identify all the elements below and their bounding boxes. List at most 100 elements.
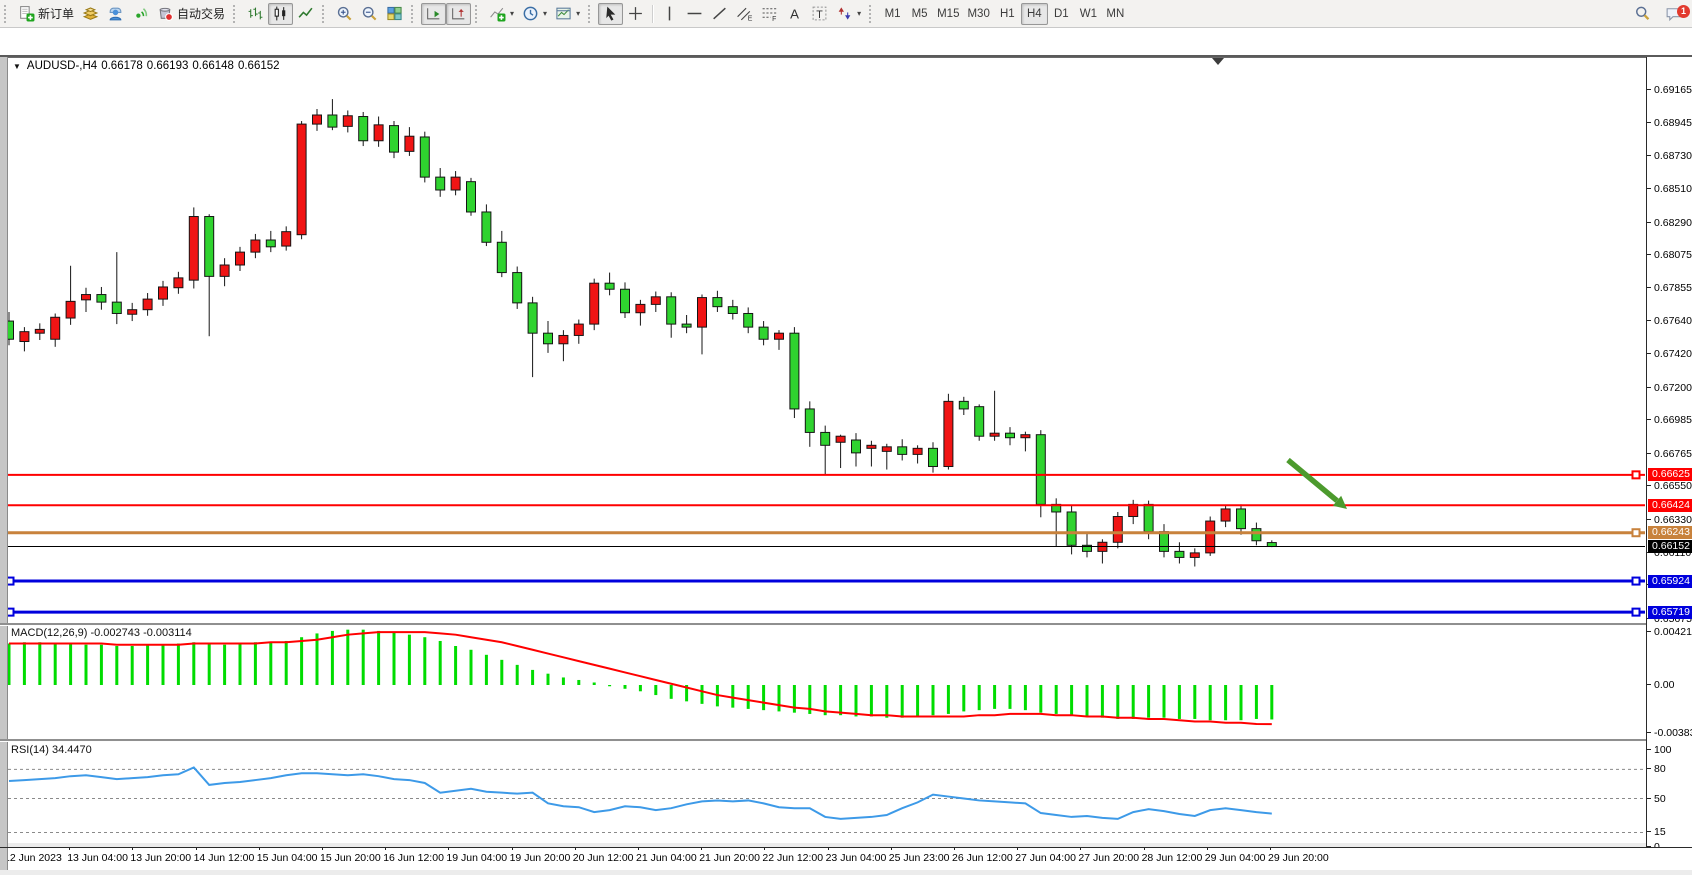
chevron-down-icon[interactable]: ▾ [576, 9, 581, 18]
community-button[interactable] [103, 3, 128, 25]
text-button[interactable]: A [782, 3, 807, 25]
auto-trading-button[interactable]: 自动交易 [153, 3, 229, 25]
candlesticks [4, 99, 1277, 567]
chart-shift-marker[interactable] [1212, 58, 1224, 65]
time-tick-label: 21 Jun 04:00 [636, 852, 697, 864]
trendline-button[interactable] [707, 3, 732, 25]
trend-arrow-annotation[interactable] [1286, 457, 1347, 509]
equidistant-channel-button[interactable]: E [732, 3, 757, 25]
line-chart-button[interactable] [293, 3, 318, 25]
low-value: 0.66148 [192, 60, 234, 72]
price-level-badge: 0.66625 [1648, 468, 1692, 482]
window-splitter[interactable] [0, 55, 1692, 57]
pane-splitter-rsi[interactable] [0, 739, 1646, 742]
toolbar-grip[interactable] [4, 4, 9, 23]
community-icon [107, 5, 124, 22]
price-level-badge: 0.66424 [1648, 498, 1692, 512]
line-drag-handle[interactable] [1631, 470, 1641, 480]
equidistant-channel-icon: E [736, 5, 753, 22]
toolbar-grip[interactable] [233, 4, 238, 23]
templates-icon [555, 5, 572, 22]
rsi-tick: 15 [1647, 826, 1692, 838]
tile-windows-button[interactable] [382, 3, 407, 25]
macd-zero-tick: 0.00 [1647, 679, 1692, 691]
tf-mn-button-label: MN [1106, 7, 1125, 20]
time-axis[interactable]: 12 Jun 2023 13 Jun 04:00 13 Jun 20:00 14 Ju… [0, 847, 1692, 870]
vertical-line-button[interactable] [657, 3, 682, 25]
notification-count-badge: 1 [1677, 4, 1690, 18]
search-button[interactable] [1630, 3, 1655, 25]
tf-h1-button[interactable]: H1 [994, 3, 1021, 25]
candlestick-chart-button[interactable] [268, 2, 294, 25]
new-order-button-label: 新订单 [38, 7, 75, 21]
zoom-in-button[interactable] [332, 3, 357, 25]
toolbar-grip[interactable] [475, 4, 480, 23]
notifications-button[interactable]: 1 [1661, 3, 1690, 25]
periods-button[interactable]: ▾ [518, 3, 551, 25]
tile-windows-icon [386, 5, 403, 22]
text-label-button[interactable]: T [807, 3, 832, 25]
tf-d1-button-label: D1 [1053, 7, 1069, 20]
crosshair-button[interactable] [623, 3, 648, 25]
tf-m30-button[interactable]: M30 [963, 3, 993, 25]
new-order-button[interactable]: 新订单 [14, 3, 78, 25]
signals-button[interactable] [128, 3, 153, 25]
cursor-button[interactable] [598, 2, 624, 25]
horizontal-line-button[interactable] [682, 3, 707, 25]
price-tick: 0.68290 [1647, 217, 1692, 229]
toolbar-grip[interactable] [322, 4, 327, 23]
auto-trading-button-label: 自动交易 [177, 7, 226, 21]
tf-m1-button-label: M1 [884, 7, 901, 20]
zoom-out-button[interactable] [357, 3, 382, 25]
price-tick: 0.68075 [1647, 249, 1692, 261]
price-tick: 0.68945 [1647, 117, 1692, 129]
line-chart-icon [297, 5, 314, 22]
line-drag-handle[interactable] [1631, 607, 1641, 617]
time-tick-label: 16 Jun 12:00 [383, 852, 444, 864]
tf-h4-button[interactable]: H4 [1020, 2, 1048, 25]
price-axis[interactable]: 0.69165 0.68945 0.68730 0.68510 0.68290 0.680… [1646, 56, 1692, 870]
svg-text:T: T [816, 9, 823, 21]
time-tick-label: 15 Jun 20:00 [320, 852, 381, 864]
price-level-badge: 0.66243 [1648, 526, 1692, 540]
macd-max-tick: 0.004215 [1647, 626, 1692, 638]
market-watch-icon [82, 5, 99, 22]
tf-m15-button-label: M15 [937, 7, 960, 20]
line-drag-handle[interactable] [1631, 528, 1641, 538]
chevron-down-icon[interactable]: ▾ [543, 9, 548, 18]
time-tick-label: 26 Jun 12:00 [952, 852, 1013, 864]
tf-mn-button[interactable]: MN [1102, 3, 1129, 25]
indicators-button[interactable]: ▾ [485, 3, 518, 25]
tf-h1-button-label: H1 [999, 7, 1015, 20]
tf-m15-button[interactable]: M15 [933, 3, 963, 25]
chart-shift-button[interactable] [446, 2, 472, 25]
market-watch-button[interactable] [78, 3, 103, 25]
templates-button[interactable]: ▾ [551, 3, 584, 25]
fibonacci-button[interactable]: F [757, 3, 782, 25]
tf-m5-button[interactable]: M5 [906, 3, 933, 25]
chevron-down-icon[interactable]: ▾ [857, 9, 862, 18]
open-value: 0.66178 [101, 60, 143, 72]
tf-m1-button[interactable]: M1 [879, 3, 906, 25]
indicators-icon [489, 5, 506, 22]
chart-canvas[interactable] [0, 27, 1692, 875]
time-tick-label: 14 Jun 12:00 [193, 852, 255, 864]
time-tick-label: 21 Jun 20:00 [699, 852, 760, 864]
tf-d1-button[interactable]: D1 [1048, 3, 1075, 25]
toolbar-grip[interactable] [588, 4, 593, 23]
auto-scroll-button[interactable] [421, 2, 447, 25]
pane-splitter-macd[interactable] [0, 623, 1646, 626]
toolbar-grip[interactable] [411, 4, 416, 23]
ohlc-toggle-icon[interactable]: ▼ [13, 62, 21, 71]
price-tick: 0.67855 [1647, 282, 1692, 294]
bar-chart-button[interactable] [243, 3, 268, 25]
arrows-button[interactable]: ▾ [832, 3, 865, 25]
toolbar-grip[interactable] [869, 4, 874, 23]
chevron-down-icon[interactable]: ▾ [510, 9, 515, 18]
tf-w1-button[interactable]: W1 [1075, 3, 1102, 25]
time-tick-label: 13 Jun 20:00 [130, 852, 192, 864]
time-tick-label: 19 Jun 20:00 [509, 852, 571, 864]
line-drag-handle[interactable] [1631, 576, 1641, 586]
symbol-period-label: AUDUSD-,H4 [26, 60, 98, 72]
tf-m5-button-label: M5 [911, 7, 928, 20]
